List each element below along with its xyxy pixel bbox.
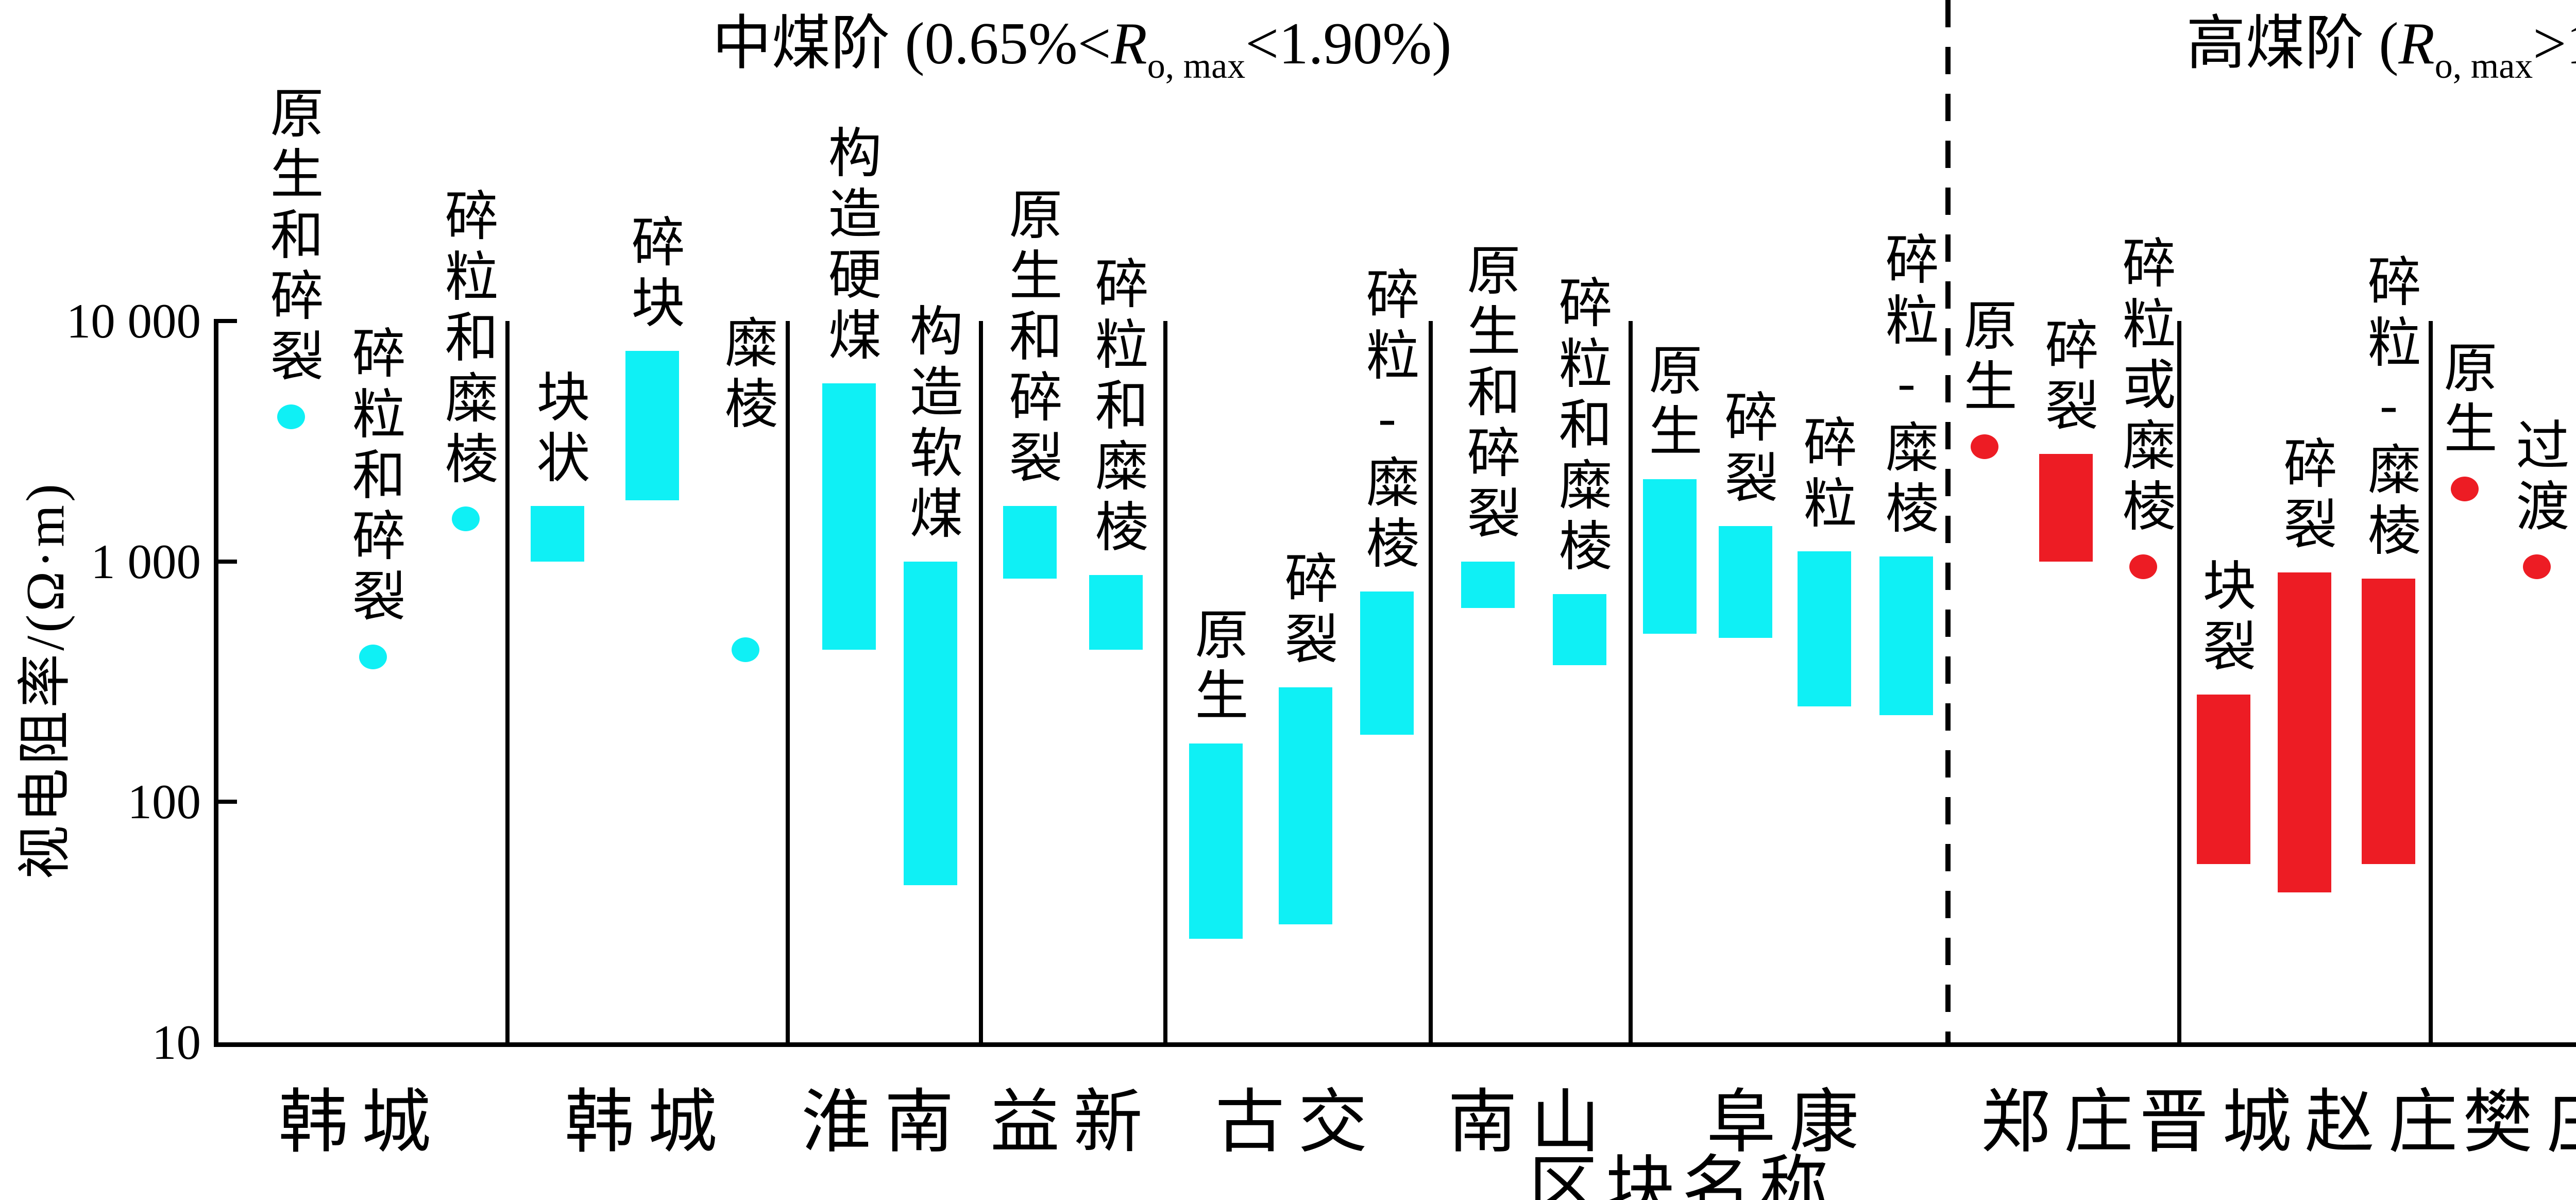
group-label: 淮南: [801, 1085, 968, 1161]
group-label: 晋城赵庄: [2139, 1085, 2471, 1161]
item-label: 碎裂: [1716, 389, 1775, 511]
ro-max-subscript: o, max: [2434, 46, 2533, 86]
rank-divider-dashed-line: [1945, 0, 1951, 1042]
y-tick: [214, 800, 237, 804]
item-label: 碎粒-糜棱: [1877, 231, 1936, 541]
data-point: [452, 506, 480, 532]
medium-title-prefix: 中煤阶 (0.65%<: [712, 11, 1111, 76]
item-label: 原生和碎裂: [1001, 187, 1060, 491]
range-bar: [1798, 551, 1851, 706]
data-point: [2451, 477, 2479, 502]
item-label: 糜棱: [716, 314, 775, 436]
item-label: 碎粒和糜棱: [436, 187, 496, 492]
data-point: [2129, 554, 2157, 580]
item-label: 碎块: [623, 214, 682, 336]
data-point: [1971, 434, 1998, 459]
range-bar: [1643, 479, 1697, 634]
group-separator: [1163, 321, 1167, 1042]
ro-max-subscript: o, max: [1147, 46, 1246, 86]
item-label: 原生和碎裂: [1459, 242, 1518, 546]
y-tick-label: 10 000: [66, 294, 201, 348]
x-axis-title: 区块名称: [1529, 1151, 1836, 1200]
range-bar: [531, 506, 584, 562]
group-separator: [505, 321, 510, 1042]
range-bar: [1360, 591, 1414, 735]
item-label: 碎裂: [1276, 550, 1335, 672]
group-label: 南山: [1448, 1085, 1614, 1161]
y-tick-label: 1 000: [91, 534, 201, 589]
group-label: 阜康: [1706, 1085, 1872, 1161]
group-label: 郑庄: [1980, 1085, 2147, 1161]
item-label: 碎裂: [2275, 435, 2334, 557]
ro-max-symbol: R: [1111, 11, 1147, 76]
y-tick-label: 100: [127, 774, 201, 830]
group-label: 韩城: [565, 1085, 731, 1161]
item-label: 碎粒: [1795, 414, 1854, 536]
x-axis-line: [214, 1042, 2576, 1047]
high-title-suffix: >1.90%): [2533, 11, 2576, 76]
data-point: [277, 404, 305, 429]
y-axis-line: [214, 321, 218, 1042]
group-label: 益新: [990, 1085, 1156, 1161]
item-label: 原生: [1187, 606, 1246, 728]
data-point: [732, 637, 759, 662]
range-bar: [2197, 694, 2250, 865]
item-label: 原生: [2435, 340, 2495, 462]
item-label: 原生: [1640, 342, 1700, 464]
group-separator: [786, 321, 790, 1042]
item-label: 碎粒或糜棱: [2114, 235, 2173, 539]
medium-title-suffix: <1.90%): [1245, 11, 1452, 76]
range-bar: [1879, 556, 1933, 715]
group-separator: [1429, 321, 1433, 1042]
range-bar: [904, 561, 957, 886]
item-label: 原生: [1955, 297, 2014, 419]
range-bar: [1461, 561, 1515, 609]
range-bar: [2362, 578, 2415, 865]
item-label: 构造软煤: [901, 302, 960, 546]
range-bar: [2039, 453, 2093, 562]
item-label: 碎裂: [2037, 317, 2096, 438]
range-bar: [1279, 687, 1332, 924]
group-label: 韩城: [278, 1085, 445, 1161]
item-label: 碎粒-糜棱: [1358, 266, 1417, 576]
high-rank-title: 高煤阶 (Ro, max>1.90%): [2186, 5, 2576, 105]
y-tick-label: 10: [152, 1015, 201, 1070]
y-tick: [214, 559, 237, 564]
item-label: 构造硬煤: [820, 125, 879, 368]
range-bar: [1719, 526, 1772, 638]
range-bar: [1089, 574, 1143, 650]
range-bar: [1003, 506, 1057, 579]
y-tick: [214, 319, 237, 323]
range-bar: [822, 383, 876, 650]
range-bar: [1189, 743, 1243, 939]
group-separator: [2177, 321, 2181, 1042]
item-label: 原生和碎裂: [262, 84, 321, 389]
item-label: 过渡: [2507, 417, 2567, 539]
high-title-prefix: 高煤阶 (: [2186, 11, 2399, 76]
range-bar: [1553, 594, 1606, 666]
item-label: 碎粒和糜棱: [1087, 255, 1146, 560]
item-label: 碎粒和糜棱: [1550, 275, 1609, 579]
group-separator: [1629, 321, 1633, 1042]
range-bar: [2278, 572, 2331, 893]
data-point: [2523, 554, 2551, 580]
medium-rank-title: 中煤阶 (0.65%<Ro, max<1.90%): [713, 5, 1452, 105]
item-label: 碎粒-糜棱: [2359, 253, 2418, 563]
group-separator: [2429, 321, 2433, 1042]
item-label: 碎粒和碎裂: [344, 325, 403, 630]
group-separator: [979, 321, 983, 1042]
item-label: 块状: [528, 369, 587, 491]
item-label: 块裂: [2194, 557, 2253, 679]
ro-max-symbol: R: [2398, 11, 2435, 76]
data-point: [359, 645, 387, 670]
range-bar: [625, 351, 679, 500]
group-label: 樊庄: [2463, 1085, 2576, 1161]
group-label: 古交: [1215, 1085, 1381, 1161]
